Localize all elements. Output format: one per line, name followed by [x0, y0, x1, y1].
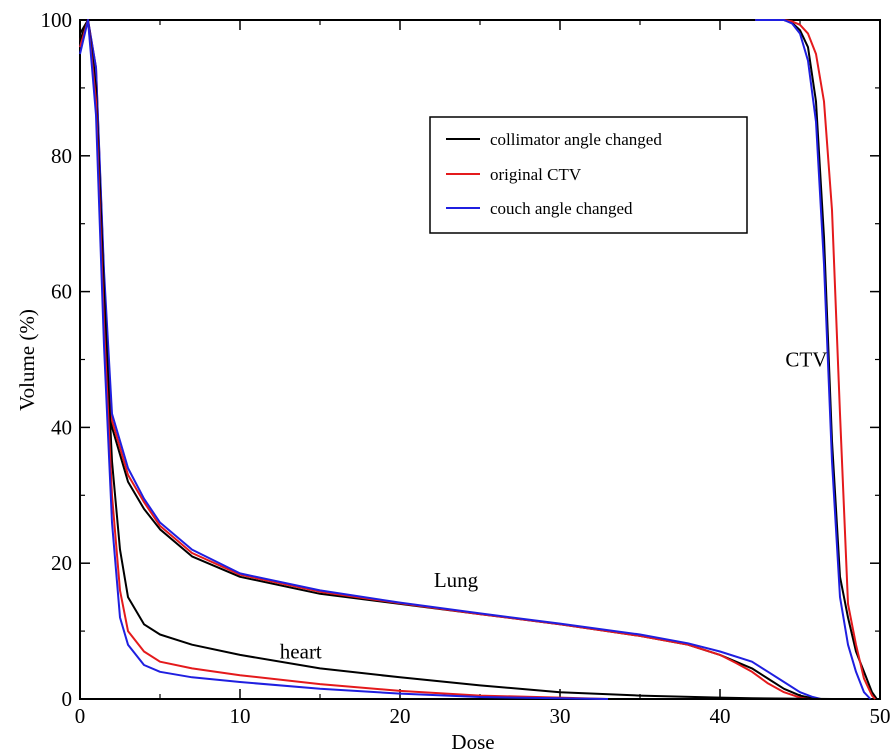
dose-volume-curves — [79, 19, 878, 700]
x-tick-label: 40 — [710, 704, 731, 728]
legend-label-original: original CTV — [490, 165, 582, 184]
y-axis-title: Volume (%) — [15, 309, 39, 411]
y-tick-label: 20 — [51, 551, 72, 575]
y-tick-label: 100 — [41, 8, 73, 32]
lung-couch-angle-changed-line — [79, 19, 822, 700]
structure-annotations: CTV Lung heart — [280, 347, 828, 663]
heart-collimator-angle-changed-line — [79, 19, 833, 700]
y-tick-label: 0 — [62, 687, 73, 711]
heart-curves — [79, 19, 833, 700]
lung-curves — [79, 19, 822, 700]
annotation-lung: Lung — [434, 568, 479, 592]
legend-label-collimator: collimator angle changed — [490, 130, 662, 149]
y-tick-label: 80 — [51, 144, 72, 168]
legend: collimator angle changed original CTV co… — [429, 116, 748, 234]
ctv-original-ctv-line — [755, 19, 876, 700]
y-tick-label: 60 — [51, 280, 72, 304]
axis-tick-labels: 0 10 20 30 40 50 0 20 40 60 80 100 — [41, 8, 891, 728]
x-axis-title: Dose — [451, 730, 494, 754]
x-tick-label: 50 — [870, 704, 891, 728]
heart-couch-angle-changed-line — [79, 19, 609, 700]
annotation-heart: heart — [280, 639, 322, 663]
legend-label-couch: couch angle changed — [490, 199, 633, 218]
legend-box — [429, 116, 748, 234]
x-tick-label: 20 — [390, 704, 411, 728]
ctv-couch-angle-changed-line — [755, 19, 872, 700]
ctv-curves — [755, 19, 878, 700]
y-tick-label: 40 — [51, 415, 72, 439]
x-tick-label: 30 — [550, 704, 571, 728]
x-tick-label: 10 — [230, 704, 251, 728]
annotation-ctv: CTV — [785, 347, 827, 371]
x-tick-label: 0 — [75, 704, 86, 728]
